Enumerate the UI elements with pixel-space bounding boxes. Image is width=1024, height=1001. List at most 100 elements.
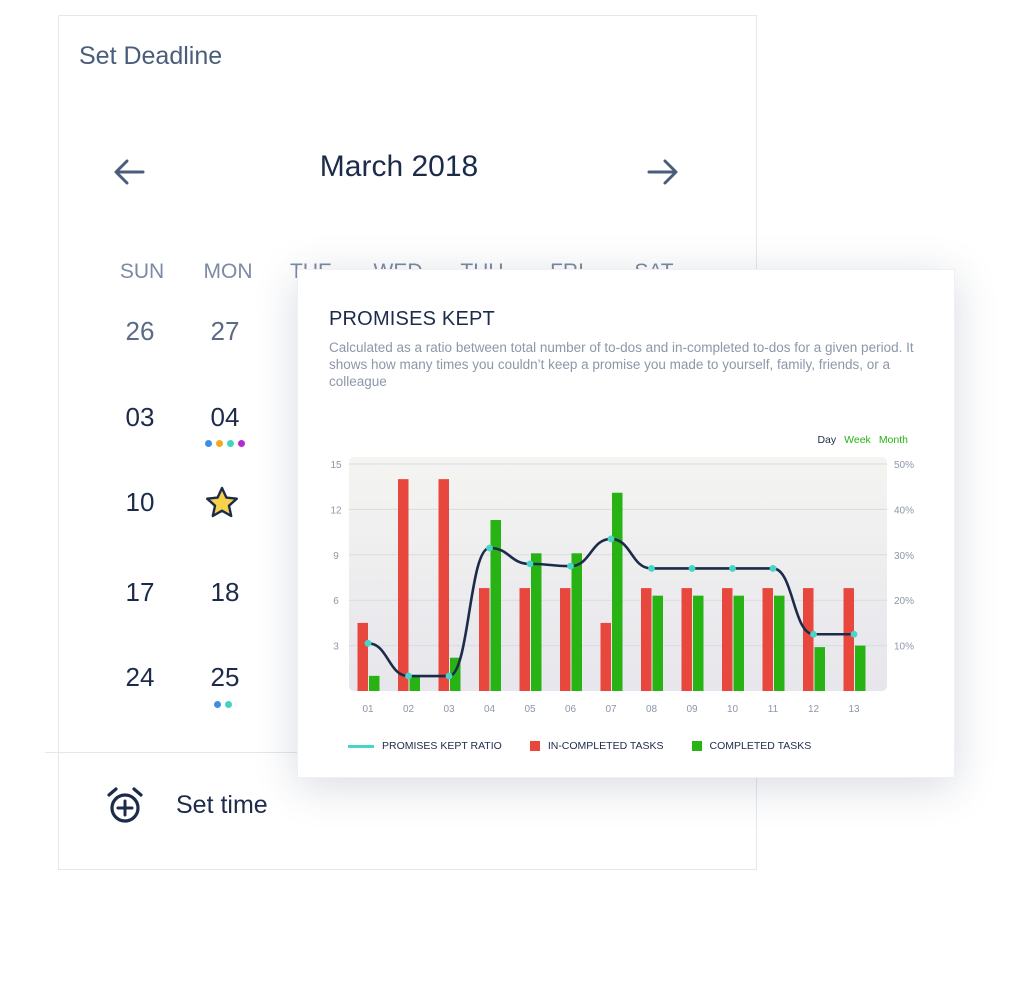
promises-kept-chart: 15 12 9 6 3 50% 40% 30% 20% 10% 01 02 03 04 05 06 07 08 09… bbox=[330, 457, 914, 715]
bar-completed bbox=[693, 595, 704, 691]
y-left-tick-label: 6 bbox=[333, 596, 339, 607]
bar-incompleted bbox=[681, 588, 692, 691]
x-tick-label: 05 bbox=[524, 704, 536, 715]
event-dot bbox=[238, 440, 245, 447]
calendar-day[interactable]: 10 bbox=[125, 487, 155, 517]
bar-incompleted bbox=[600, 622, 611, 691]
x-tick-label: 07 bbox=[605, 704, 617, 715]
event-dot bbox=[205, 440, 212, 447]
legend-incompleted: IN-COMPLETED TASKS bbox=[529, 740, 664, 752]
event-dot bbox=[227, 440, 234, 447]
event-dots bbox=[214, 701, 232, 708]
bar-completed bbox=[733, 595, 744, 691]
x-tick-label: 02 bbox=[403, 704, 415, 715]
y-right-tick-label: 50% bbox=[894, 460, 914, 471]
star-icon[interactable] bbox=[204, 485, 240, 521]
calendar-day[interactable]: 18 bbox=[210, 577, 240, 607]
bar-completed bbox=[571, 553, 582, 691]
bar-completed bbox=[774, 595, 785, 691]
range-tab-day[interactable]: Day bbox=[817, 434, 837, 446]
y-right-tick-label: 10% bbox=[894, 642, 914, 653]
y-left-tick-label: 12 bbox=[330, 505, 342, 516]
legend-ratio-label: PROMISES KEPT RATIO bbox=[382, 740, 502, 752]
bar-incompleted bbox=[438, 479, 449, 691]
legend-incompleted-label: IN-COMPLETED TASKS bbox=[547, 740, 664, 752]
y-left-tick-label: 15 bbox=[330, 460, 342, 471]
ratio-point bbox=[688, 565, 696, 572]
ratio-point bbox=[769, 565, 777, 572]
legend-completed-label: COMPLETED TASKS bbox=[709, 740, 812, 752]
x-tick-label: 09 bbox=[686, 704, 698, 715]
legend-ratio-swatch bbox=[348, 744, 374, 748]
x-tick-label: 13 bbox=[848, 704, 860, 715]
bar-completed bbox=[369, 675, 380, 691]
bar-incompleted bbox=[641, 588, 652, 691]
bar-incompleted bbox=[722, 588, 733, 691]
x-tick-label: 01 bbox=[362, 704, 374, 715]
x-tick-label: 06 bbox=[565, 704, 577, 715]
x-tick-label: 08 bbox=[646, 704, 658, 715]
bar-completed bbox=[490, 519, 501, 691]
promises-kept-card: PROMISES KEPT Calculated as a ratio betw… bbox=[297, 269, 955, 778]
x-tick-label: 10 bbox=[727, 704, 739, 715]
y-right-tick-label: 30% bbox=[894, 551, 914, 562]
y-left-tick-label: 9 bbox=[333, 551, 339, 562]
ratio-point bbox=[729, 565, 736, 572]
x-tick-label: 03 bbox=[443, 704, 455, 715]
event-dots bbox=[205, 440, 245, 447]
ratio-point bbox=[445, 672, 453, 680]
x-tick-label: 12 bbox=[808, 704, 820, 715]
x-tick-label: 04 bbox=[484, 704, 496, 715]
bar-completed bbox=[814, 647, 825, 691]
event-dot bbox=[214, 701, 221, 708]
ratio-point bbox=[526, 560, 534, 568]
arrow-left-icon[interactable] bbox=[109, 152, 149, 192]
calendar-day[interactable]: 03 bbox=[125, 402, 155, 432]
arrow-right-icon[interactable] bbox=[643, 152, 683, 192]
bar-incompleted bbox=[843, 588, 854, 691]
range-tab-week[interactable]: Week bbox=[844, 434, 871, 446]
weekday-sun: SUN bbox=[119, 260, 165, 283]
range-tab-month[interactable]: Month bbox=[878, 434, 908, 446]
bar-completed bbox=[652, 595, 663, 691]
calendar-title: Set Deadline bbox=[79, 42, 223, 70]
chart-title: PROMISES KEPT bbox=[329, 308, 495, 330]
ratio-point bbox=[486, 544, 493, 552]
calendar-day[interactable]: 26 bbox=[125, 316, 155, 346]
ratio-point bbox=[364, 639, 372, 647]
y-right-tick-label: 40% bbox=[894, 505, 914, 516]
y-right-tick-label: 20% bbox=[894, 596, 914, 607]
bar-completed bbox=[855, 645, 866, 691]
chart-description: Calculated as a ratio between total numb… bbox=[329, 340, 914, 389]
calendar-day[interactable]: 24 bbox=[125, 662, 155, 692]
bar-completed bbox=[450, 657, 461, 691]
legend-completed-swatch bbox=[691, 741, 702, 751]
y-left-tick-label: 3 bbox=[333, 642, 339, 653]
set-time-button[interactable]: Set time bbox=[176, 791, 268, 819]
calendar-day[interactable]: 25 bbox=[210, 662, 240, 692]
month-title: March 2018 bbox=[319, 150, 479, 183]
bar-incompleted bbox=[762, 588, 773, 691]
calendar-day[interactable]: 04 bbox=[210, 402, 240, 432]
bar-incompleted bbox=[398, 479, 409, 691]
bar-incompleted bbox=[479, 588, 490, 691]
alarm-add-icon[interactable] bbox=[106, 786, 144, 826]
bar-completed bbox=[612, 492, 623, 691]
ratio-point bbox=[567, 562, 574, 570]
legend-completed: COMPLETED TASKS bbox=[691, 740, 812, 752]
ratio-point bbox=[607, 535, 615, 543]
weekday-mon: MON bbox=[203, 260, 253, 283]
event-dot bbox=[216, 440, 223, 447]
ratio-point bbox=[850, 630, 858, 638]
bar-incompleted bbox=[560, 588, 571, 691]
bar-completed bbox=[531, 553, 542, 691]
chart-legend: PROMISES KEPT RATIO IN-COMPLETED TASKS C… bbox=[348, 740, 839, 752]
calendar-day[interactable]: 27 bbox=[210, 316, 240, 346]
ratio-point bbox=[648, 565, 655, 572]
bar-completed bbox=[409, 675, 420, 691]
bar-incompleted bbox=[519, 588, 530, 691]
bar-incompleted bbox=[357, 622, 368, 691]
bar-incompleted bbox=[803, 588, 814, 691]
calendar-day[interactable]: 17 bbox=[125, 577, 155, 607]
ratio-point bbox=[405, 672, 412, 680]
